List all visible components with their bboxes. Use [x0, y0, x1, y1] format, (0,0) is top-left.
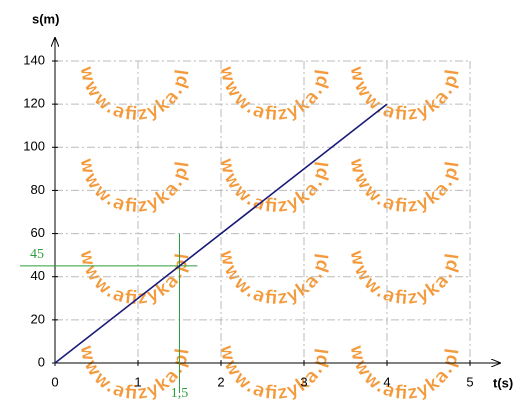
guide-x-label: 1,5 — [171, 386, 189, 401]
watermark: www.afizyka.pl — [346, 343, 463, 404]
watermark-text: www.afizyka.pl — [346, 156, 464, 217]
guide-y-label: 45 — [30, 247, 44, 262]
watermark: www.afizyka.pl — [76, 64, 193, 125]
y-tick-label: 60 — [31, 225, 45, 240]
y-tick-label: 120 — [23, 96, 45, 111]
data-line — [54, 103, 388, 364]
watermark-text: www.afizyka.pl — [76, 248, 194, 309]
x-tick-label: 1 — [134, 374, 141, 389]
watermark: www.afizyka.pl — [216, 156, 333, 217]
watermark-text: www.afizyka.pl — [216, 343, 334, 404]
watermark: www.afizyka.pl — [346, 156, 463, 217]
watermark: www.afizyka.pl — [216, 248, 333, 309]
x-tick-label: 5 — [466, 374, 473, 389]
watermark-text: www.afizyka.pl — [76, 64, 194, 125]
y-tick-label: 140 — [23, 52, 45, 67]
x-axis-label: t(s) — [493, 375, 513, 390]
x-tick-label: 3 — [300, 374, 307, 389]
watermark: www.afizyka.pl — [346, 248, 463, 309]
y-tick-label: 20 — [31, 311, 45, 326]
x-tick-label: 4 — [383, 374, 390, 389]
watermark-text: www.afizyka.pl — [216, 156, 334, 217]
watermark-text: www.afizyka.pl — [216, 64, 334, 125]
x-tick-label: 0 — [51, 374, 58, 389]
watermark: www.afizyka.pl — [76, 248, 193, 309]
y-tick-label: 0 — [38, 354, 45, 369]
y-axis-label: s(m) — [32, 11, 59, 26]
watermark: www.afizyka.pl — [216, 64, 333, 125]
watermark: www.afizyka.pl — [346, 64, 463, 125]
watermark-text: www.afizyka.pl — [346, 248, 464, 309]
y-tick-label: 80 — [31, 182, 45, 197]
y-tick-label: 100 — [23, 139, 45, 154]
watermark: www.afizyka.pl — [76, 156, 193, 217]
watermark-text: www.afizyka.pl — [346, 64, 464, 125]
x-tick-label: 2 — [217, 374, 224, 389]
watermark-text: www.afizyka.pl — [76, 156, 194, 217]
watermark-text: www.afizyka.pl — [216, 248, 334, 309]
watermark: www.afizyka.pl — [216, 343, 333, 404]
y-tick-label: 40 — [31, 268, 45, 283]
watermark-text: www.afizyka.pl — [346, 343, 464, 404]
